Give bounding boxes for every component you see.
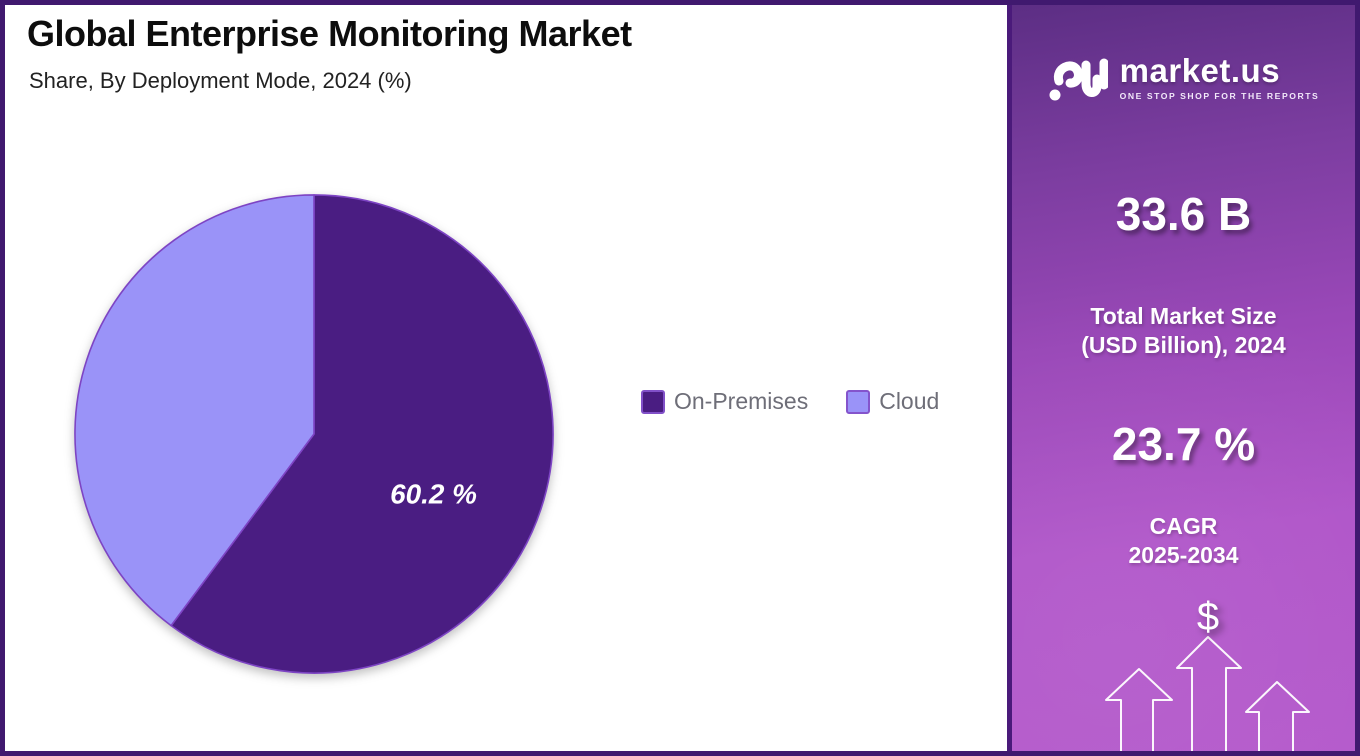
legend-item-on-premises: On-Premises	[641, 388, 808, 415]
legend-label-on-premises: On-Premises	[674, 388, 809, 414]
legend-swatch-cloud	[846, 389, 871, 414]
page-subtitle: Share, By Deployment Mode, 2024 (%)	[29, 68, 412, 93]
legend-swatch-on-premises	[641, 389, 665, 414]
stat-value-cagr: 23.7 %	[1111, 418, 1256, 470]
pie-chart: 60.2 %	[74, 194, 554, 674]
legend-item-cloud: Cloud	[846, 388, 939, 415]
arrow-right-icon	[1245, 681, 1310, 751]
arrow-middle-icon	[1176, 636, 1242, 751]
dollar-icon: $	[1197, 595, 1219, 639]
logo-mark-icon	[1049, 58, 1108, 101]
stat-label-cagr-line1: CAGR	[1149, 513, 1218, 539]
sidebar: market.us ONE STOP SHOP FOR THE REPORTS …	[1007, 5, 1355, 751]
growth-arrows-icon: $	[1105, 595, 1310, 751]
stat-label-market-size: Total Market Size (USD Billion), 2024	[1012, 302, 1355, 361]
legend: On-Premises Cloud	[641, 388, 939, 415]
pie-slice-on-premises	[170, 194, 554, 674]
brand-name: market.us	[1119, 51, 1281, 89]
stat-label-market-size-line1: Total Market Size	[1090, 303, 1277, 329]
page-title: Global Enterprise Monitoring Market	[27, 13, 632, 54]
stat-label-market-size-line2: (USD Billion), 2024	[1081, 332, 1286, 359]
arrow-left-icon	[1105, 668, 1173, 751]
brand-logo: market.us ONE STOP SHOP FOR THE REPORTS	[1012, 51, 1355, 103]
pie-slice-cloud	[74, 194, 315, 627]
stat-label-cagr-line2: 2025-2034	[1128, 542, 1239, 569]
pie-data-label: 60.2 %	[390, 479, 477, 510]
brand-tagline: ONE STOP SHOP FOR THE REPORTS	[1119, 90, 1320, 101]
stat-label-cagr: CAGR 2025-2034	[1012, 512, 1355, 571]
stat-value-market-size: 33.6 B	[1115, 188, 1252, 240]
brand-text-block: market.us ONE STOP SHOP FOR THE REPORTS	[1120, 54, 1320, 101]
legend-label-cloud: Cloud	[879, 388, 940, 414]
